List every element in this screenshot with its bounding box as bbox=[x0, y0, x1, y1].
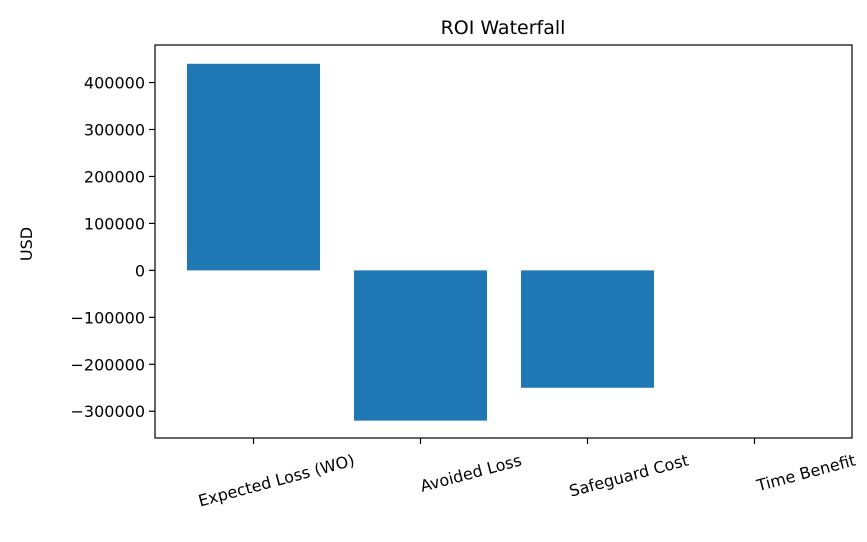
x-tick-label: Time Benefit bbox=[754, 451, 858, 496]
plot-area-frame bbox=[154, 44, 853, 439]
x-tick-label: Avoided Loss bbox=[418, 451, 523, 496]
y-axis-ticks: 400000 300000 200000 100000 0 −100000 −200000 −… bbox=[71, 74, 155, 421]
y-axis-label: USD bbox=[17, 227, 36, 261]
y-tick-label: −200000 bbox=[71, 355, 145, 374]
y-tick-label: 0 bbox=[135, 261, 145, 280]
y-tick-label: 300000 bbox=[84, 121, 145, 140]
chart-title: ROI Waterfall bbox=[441, 17, 566, 39]
x-axis-ticks: Expected Loss (WO) Avoided Loss Safeguard … bbox=[196, 438, 858, 511]
y-tick-label: −300000 bbox=[71, 402, 145, 421]
y-tick-label: 100000 bbox=[84, 214, 145, 233]
x-tick-label: Expected Loss (WO) bbox=[196, 451, 356, 511]
y-tick-label: 400000 bbox=[84, 74, 145, 93]
x-tick-label: Safeguard Cost bbox=[567, 451, 690, 501]
y-tick-label: 200000 bbox=[84, 167, 145, 186]
y-tick-label: −100000 bbox=[71, 308, 145, 327]
bar-expected-loss-wo bbox=[187, 63, 320, 271]
bar-avoided-loss bbox=[354, 270, 487, 421]
bar-safeguard-cost bbox=[521, 270, 654, 388]
bars-group bbox=[187, 63, 654, 421]
